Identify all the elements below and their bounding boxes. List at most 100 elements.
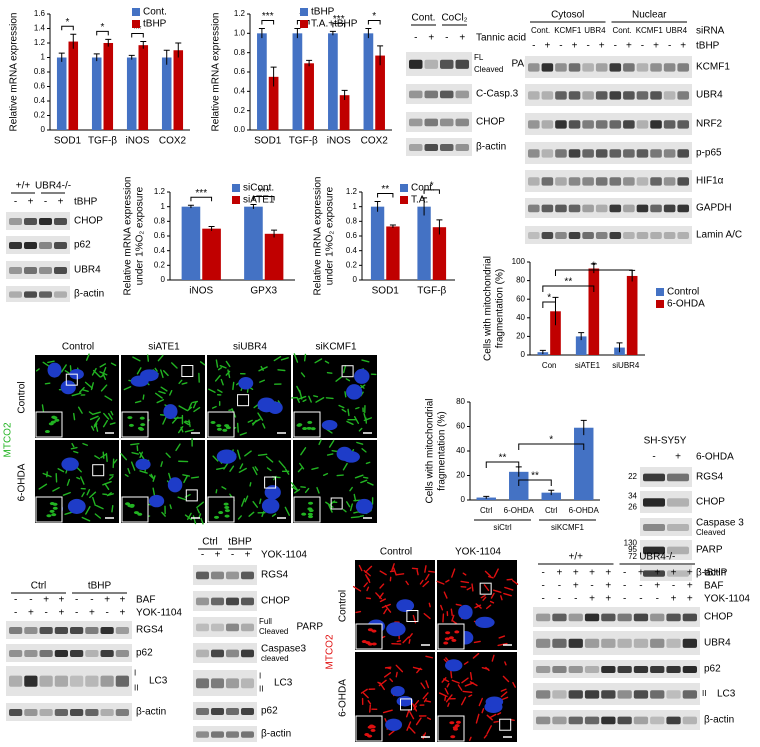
blot-header: UBR4-/- bbox=[35, 181, 71, 192]
mito-signal bbox=[228, 408, 233, 412]
condition-label: BAF bbox=[704, 581, 723, 592]
condition-sign: + bbox=[687, 594, 693, 605]
condition-sign: + bbox=[89, 608, 95, 619]
mito-signal bbox=[215, 359, 219, 368]
mito-signal bbox=[241, 498, 246, 507]
legend-swatch bbox=[300, 20, 308, 28]
band bbox=[633, 613, 649, 622]
nucleus bbox=[475, 616, 495, 629]
row-label: PARP bbox=[512, 59, 539, 70]
y-tick-label: 1.2 bbox=[346, 187, 358, 196]
mito-signal bbox=[165, 452, 171, 458]
band bbox=[623, 63, 635, 72]
mito-signal bbox=[251, 418, 261, 425]
mito-signal bbox=[188, 419, 191, 428]
inset-signal bbox=[449, 721, 455, 725]
mito-signal bbox=[445, 694, 453, 703]
mito-signal bbox=[447, 702, 450, 707]
mito-signal bbox=[512, 681, 516, 688]
mito-signal bbox=[110, 362, 117, 367]
band-mark: I bbox=[134, 669, 136, 678]
mito-signal bbox=[291, 486, 299, 492]
mito-signal bbox=[353, 511, 359, 514]
band bbox=[663, 177, 676, 186]
mito-signal bbox=[73, 412, 76, 421]
band bbox=[196, 731, 209, 738]
band bbox=[568, 716, 583, 725]
mito-signal bbox=[193, 406, 201, 413]
mito-signal bbox=[498, 635, 506, 639]
mito-signal bbox=[422, 580, 430, 588]
mito-signal bbox=[490, 592, 495, 599]
mito-signal bbox=[510, 719, 515, 721]
band bbox=[211, 623, 224, 632]
band bbox=[424, 90, 438, 99]
band bbox=[568, 666, 583, 673]
nucleus bbox=[135, 458, 151, 471]
mito-signal bbox=[220, 378, 224, 386]
blot-strip bbox=[6, 236, 70, 254]
band bbox=[643, 546, 665, 555]
blot-strip bbox=[193, 702, 257, 720]
band bbox=[70, 675, 84, 687]
mito-signal bbox=[257, 453, 268, 456]
band bbox=[609, 63, 622, 72]
zoom-box bbox=[400, 698, 413, 711]
mito-signal bbox=[324, 360, 330, 364]
mito-signal bbox=[247, 419, 253, 423]
mito-signal bbox=[79, 386, 85, 393]
row-label: LC3 bbox=[149, 676, 168, 687]
row-label: C-Casp.3 bbox=[476, 89, 519, 100]
legend-label: Cont. bbox=[143, 7, 167, 18]
inset-signal bbox=[367, 628, 373, 632]
mito-signal bbox=[313, 395, 319, 398]
band bbox=[636, 149, 649, 158]
condition-sign: + bbox=[459, 33, 465, 44]
mito-signal bbox=[208, 388, 216, 393]
mito-signal bbox=[148, 474, 155, 480]
mito-signal bbox=[444, 687, 449, 695]
nucleus bbox=[238, 377, 254, 390]
mito-signal bbox=[139, 470, 148, 474]
mito-signal bbox=[463, 661, 469, 665]
error-bar bbox=[208, 225, 215, 231]
y-tick-label: 40 bbox=[516, 313, 525, 322]
condition-sign: - bbox=[532, 41, 535, 52]
band bbox=[617, 716, 632, 725]
row-label: CHOP bbox=[261, 596, 290, 607]
inset bbox=[293, 496, 321, 523]
band bbox=[677, 204, 689, 213]
band bbox=[24, 650, 38, 657]
mito-signal bbox=[478, 697, 483, 707]
condition-sign: - bbox=[44, 608, 47, 619]
y-tick-label: 0.4 bbox=[234, 86, 246, 95]
mito-signal bbox=[391, 563, 395, 572]
bar bbox=[91, 57, 102, 130]
mito-signal bbox=[82, 442, 88, 446]
band bbox=[24, 291, 37, 298]
y-tick-label: 60 bbox=[456, 422, 465, 431]
band bbox=[682, 666, 697, 673]
band bbox=[677, 91, 689, 100]
column-label: YOK-1104 bbox=[455, 547, 501, 558]
condition-sign: KCMF1 bbox=[636, 26, 664, 35]
condition-sign: + bbox=[573, 581, 579, 592]
mw-marker: 22 bbox=[628, 472, 637, 481]
band bbox=[100, 709, 114, 716]
band bbox=[226, 649, 239, 658]
band bbox=[568, 204, 581, 213]
condition-label: YOK-1104 bbox=[704, 594, 750, 605]
band bbox=[211, 708, 224, 715]
inset-signal bbox=[371, 629, 377, 633]
mito-signal bbox=[469, 672, 473, 681]
band bbox=[409, 90, 423, 99]
mito-signal bbox=[182, 474, 191, 477]
mito-signal bbox=[280, 357, 289, 361]
band-mark: Cleaved bbox=[474, 65, 503, 74]
mito-signal bbox=[237, 515, 242, 520]
band bbox=[70, 627, 84, 634]
mito-signal bbox=[446, 683, 450, 688]
blot-strip bbox=[406, 138, 472, 156]
row-sublabel: cleaved bbox=[261, 654, 289, 663]
